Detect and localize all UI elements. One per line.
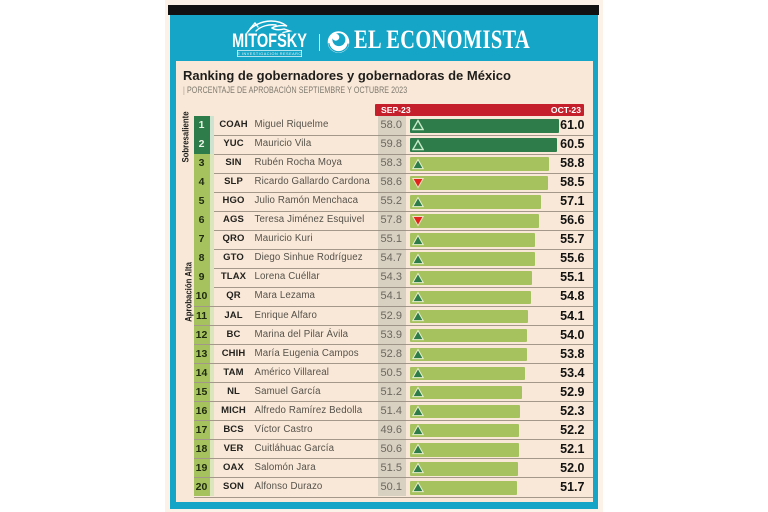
svg-text:DE INVESTIGACION RESEARCH: DE INVESTIGACION RESEARCH xyxy=(237,52,302,56)
